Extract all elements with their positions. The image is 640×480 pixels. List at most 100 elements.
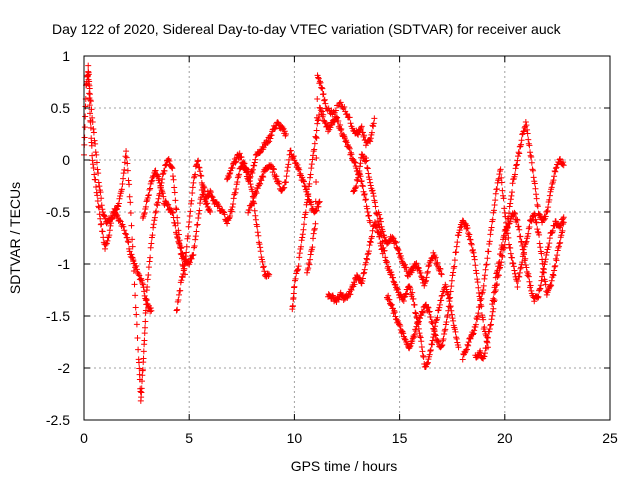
data-point: [170, 214, 177, 221]
data-point: [249, 166, 256, 173]
data-point: [409, 338, 416, 345]
data-point: [362, 158, 369, 165]
data-point: [233, 158, 240, 165]
data-point: [310, 152, 317, 159]
data-point: [127, 199, 134, 206]
data-point: [141, 337, 148, 344]
data-point: [215, 202, 222, 209]
data-point: [439, 342, 446, 349]
data-point: [154, 199, 161, 206]
data-point: [342, 138, 349, 145]
data-point: [415, 321, 422, 328]
data-point: [135, 346, 142, 353]
data-point: [89, 114, 96, 121]
data-point: [141, 211, 148, 218]
data-point: [136, 365, 143, 372]
data-point: [335, 295, 342, 302]
data-point: [190, 179, 197, 186]
data-point: [507, 200, 514, 207]
data-point: [389, 234, 396, 241]
data-point: [252, 156, 259, 163]
data-point: [551, 263, 558, 270]
data-point: [136, 272, 143, 279]
data-point: [289, 302, 296, 309]
data-point: [207, 187, 214, 194]
data-point: [89, 118, 96, 125]
data-point: [363, 157, 370, 164]
data-point: [355, 174, 362, 181]
data-point: [299, 231, 306, 238]
data-point: [94, 192, 101, 199]
data-point: [469, 246, 476, 253]
data-point: [447, 288, 454, 295]
data-point: [552, 218, 559, 225]
data-point: [545, 286, 552, 293]
data-point: [124, 160, 131, 167]
data-point: [106, 227, 113, 234]
data-point: [559, 227, 566, 234]
data-point: [307, 171, 314, 178]
data-point: [467, 236, 474, 243]
data-point: [86, 85, 93, 92]
data-point: [306, 261, 313, 268]
data-point: [537, 282, 544, 289]
data-point: [208, 193, 215, 200]
data-point: [379, 239, 386, 246]
data-point: [165, 157, 172, 164]
data-point: [229, 204, 236, 211]
data-point: [266, 138, 273, 145]
data-point: [129, 236, 136, 243]
data-point: [171, 189, 178, 196]
data-point: [180, 270, 187, 277]
data-point: [528, 218, 535, 225]
data-point: [194, 221, 201, 228]
data-point: [366, 242, 373, 249]
data-point: [525, 225, 532, 232]
data-point: [465, 230, 472, 237]
data-point: [88, 142, 95, 149]
data-point: [525, 270, 532, 277]
data-point: [137, 388, 144, 395]
data-point: [482, 266, 489, 273]
data-point: [114, 212, 121, 219]
data-point: [243, 169, 250, 176]
data-point: [455, 344, 462, 351]
data-point: [523, 264, 530, 271]
data-point: [552, 168, 559, 175]
data-point: [397, 322, 404, 329]
series-s2: [85, 62, 155, 315]
data-point: [194, 158, 201, 165]
data-point: [120, 175, 127, 182]
data-point: [507, 250, 514, 257]
data-point: [144, 195, 151, 202]
data-point: [516, 150, 523, 157]
data-point: [175, 291, 182, 298]
data-point: [415, 265, 422, 272]
data-point: [308, 161, 315, 168]
data-point: [143, 297, 150, 304]
data-point: [442, 326, 449, 333]
data-point: [546, 240, 553, 247]
x-tick-label: 5: [185, 430, 193, 446]
data-point: [364, 256, 371, 263]
data-point: [451, 257, 458, 264]
data-point: [540, 269, 547, 276]
data-point: [365, 213, 372, 220]
data-point: [492, 274, 499, 281]
data-point: [546, 235, 553, 242]
data-point: [294, 267, 301, 274]
data-point: [92, 149, 99, 156]
data-point: [534, 201, 541, 208]
data-point: [255, 232, 262, 239]
data-point: [369, 187, 376, 194]
data-point: [238, 154, 245, 161]
data-point: [364, 209, 371, 216]
data-point: [407, 286, 414, 293]
data-point: [484, 255, 491, 262]
data-point: [353, 165, 360, 172]
data-point: [361, 269, 368, 276]
data-point: [253, 190, 260, 197]
data-point: [145, 264, 152, 271]
data-point: [508, 192, 515, 199]
data-point: [483, 261, 490, 268]
